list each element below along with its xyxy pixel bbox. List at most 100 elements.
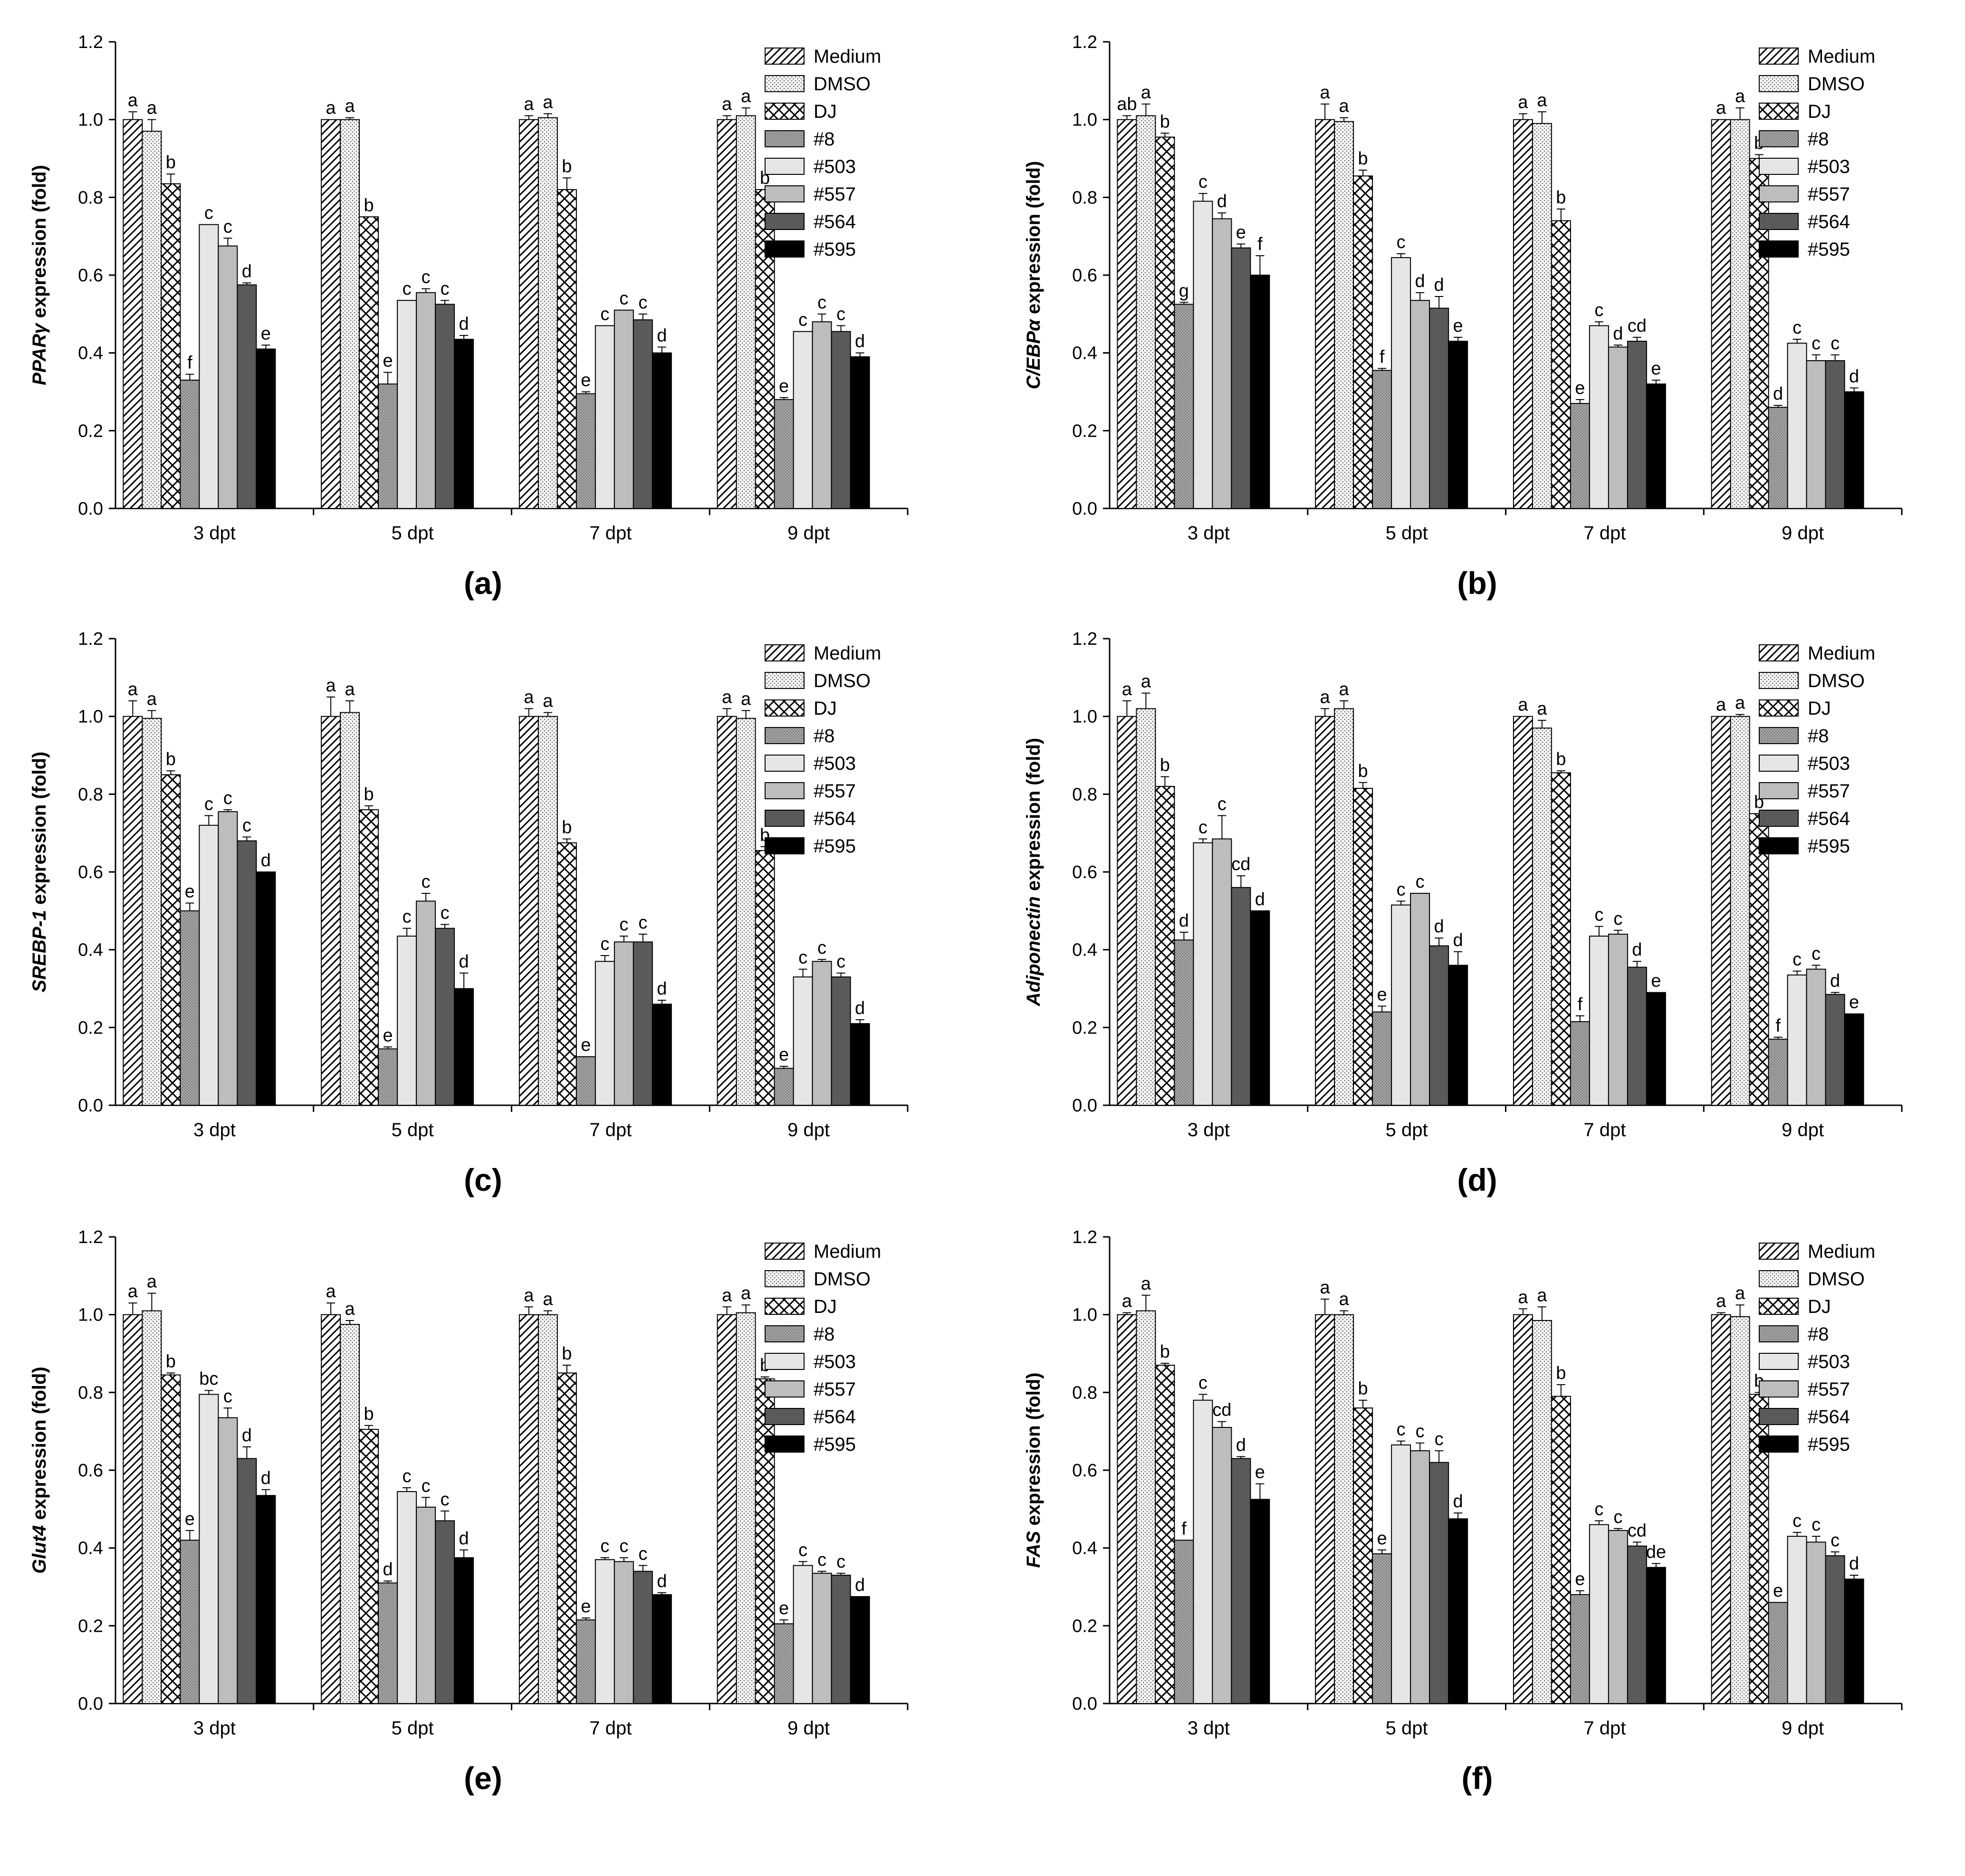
legend-label-s8: #8 [814,726,835,747]
significance-letter: c [223,1387,232,1407]
significance-letter: c [817,938,826,958]
y-tick-label: 1.2 [1072,32,1097,52]
y-tick-label: 0.2 [78,1616,103,1636]
significance-letter: c [242,815,251,835]
legend-swatch-dmso [765,1270,805,1287]
significance-letter: b [562,817,572,837]
significance-letter: a [128,680,138,699]
significance-letter: c [600,934,609,954]
significance-letter: a [345,680,355,699]
bar-s8 [1372,370,1392,509]
significance-letter: bc [199,1369,218,1389]
y-tick-label: 1.0 [1072,707,1097,727]
y-tick-label: 0.4 [1072,940,1097,960]
bar-s564 [1627,967,1647,1106]
y-tick-label: 1.2 [78,1227,103,1247]
x-tick-label: 9 dpt [1782,1120,1824,1140]
significance-letter: e [1849,993,1859,1013]
panel-label: (e) [464,1761,502,1796]
x-tick-label: 5 dpt [392,1718,434,1739]
bar-s557 [416,292,436,509]
bar-s564 [831,976,851,1106]
y-tick-label: 0.6 [1072,862,1097,882]
bar-dmso [736,115,756,509]
bar-dmso [340,1324,360,1704]
bar-dj [161,183,181,509]
bar-s503 [1787,974,1807,1106]
legend-label-medium: Medium [1808,46,1875,67]
significance-letter: c [403,1466,412,1486]
bar-s8 [774,1623,794,1704]
bar-medium [717,1314,737,1704]
significance-letter: d [855,998,865,1018]
significance-letter: b [1358,149,1368,169]
bar-s595 [1250,275,1270,509]
bar-s557 [1608,933,1628,1106]
bar-medium [1711,119,1731,509]
bar-s557 [1806,1541,1826,1704]
y-tick-label: 0.2 [1072,421,1097,441]
legend-label-s595: #595 [1808,1434,1850,1455]
bar-s557 [1212,218,1232,509]
chart-panel-e: 0.0 0.2 0.4 0.6 0.8 1.0 1.2 Glut4 expression (f… [29,1227,909,1796]
legend-label-s557: #557 [1808,781,1850,802]
y-tick-label: 0.8 [78,188,103,208]
bar-s503 [1391,1444,1411,1704]
significance-letter: c [1198,817,1208,837]
bar-medium [321,1314,341,1704]
bar-dj [1749,158,1769,509]
legend-swatch-s503 [765,755,805,772]
legend-swatch-medium [765,644,805,661]
bar-medium [717,119,737,509]
y-tick-label: 0.0 [1072,1694,1097,1714]
bar-s564 [237,1458,257,1704]
legend-label-dj: DJ [814,698,837,719]
bar-s595 [256,348,276,509]
significance-letter: c [1594,905,1603,925]
y-axis-title-rest: expression (fold) [29,752,50,910]
bar-s503 [1589,325,1609,509]
bar-s595 [1448,1518,1468,1704]
significance-letter: c [403,907,412,927]
significance-letter: c [1812,1515,1821,1535]
bar-s564 [831,1574,851,1704]
legend-swatch-s557 [1759,185,1799,202]
significance-letter: c [1812,334,1821,354]
bar-s503 [1193,201,1213,509]
x-tick-label: 7 dpt [589,1120,632,1140]
significance-letter: e [1255,1463,1265,1483]
significance-letter: e [581,1597,591,1617]
bar-dmso [537,716,558,1106]
legend-swatch-s557 [1759,782,1799,799]
y-axis-title-rest: expression (fold) [1023,161,1044,319]
significance-letter: c [1217,794,1227,814]
bar-dmso [736,1312,756,1704]
bar-s503 [594,325,615,509]
significance-letter: e [1773,1581,1783,1601]
bar-medium [518,119,539,509]
bar-dj [1749,813,1769,1106]
legend-swatch-s8 [1759,727,1799,744]
x-tick-label: 7 dpt [589,523,632,544]
bar-dmso [1334,121,1354,509]
legend-label-s595: #595 [814,836,856,857]
bar-medium [717,716,737,1106]
significance-letter: c [422,1476,431,1496]
significance-letter: d [1830,971,1840,991]
bar-s503 [1787,1536,1807,1704]
bar-s595 [850,356,870,509]
significance-letter: f [1257,234,1263,254]
x-tick-label: 9 dpt [1782,523,1824,544]
significance-letter: e [185,881,195,901]
x-tick-label: 3 dpt [193,1120,236,1140]
legend-swatch-s557 [765,185,805,202]
x-tick-label: 5 dpt [392,1120,434,1140]
y-tick-label: 1.0 [78,707,103,727]
y-axis-title-gene: Adiponectin [1023,896,1044,1006]
y-axis-title-gene: PPARγ [29,322,50,385]
significance-letter: e [383,351,393,371]
bar-s8 [575,393,596,509]
bar-s503 [1391,904,1411,1106]
bar-s503 [1391,257,1411,509]
